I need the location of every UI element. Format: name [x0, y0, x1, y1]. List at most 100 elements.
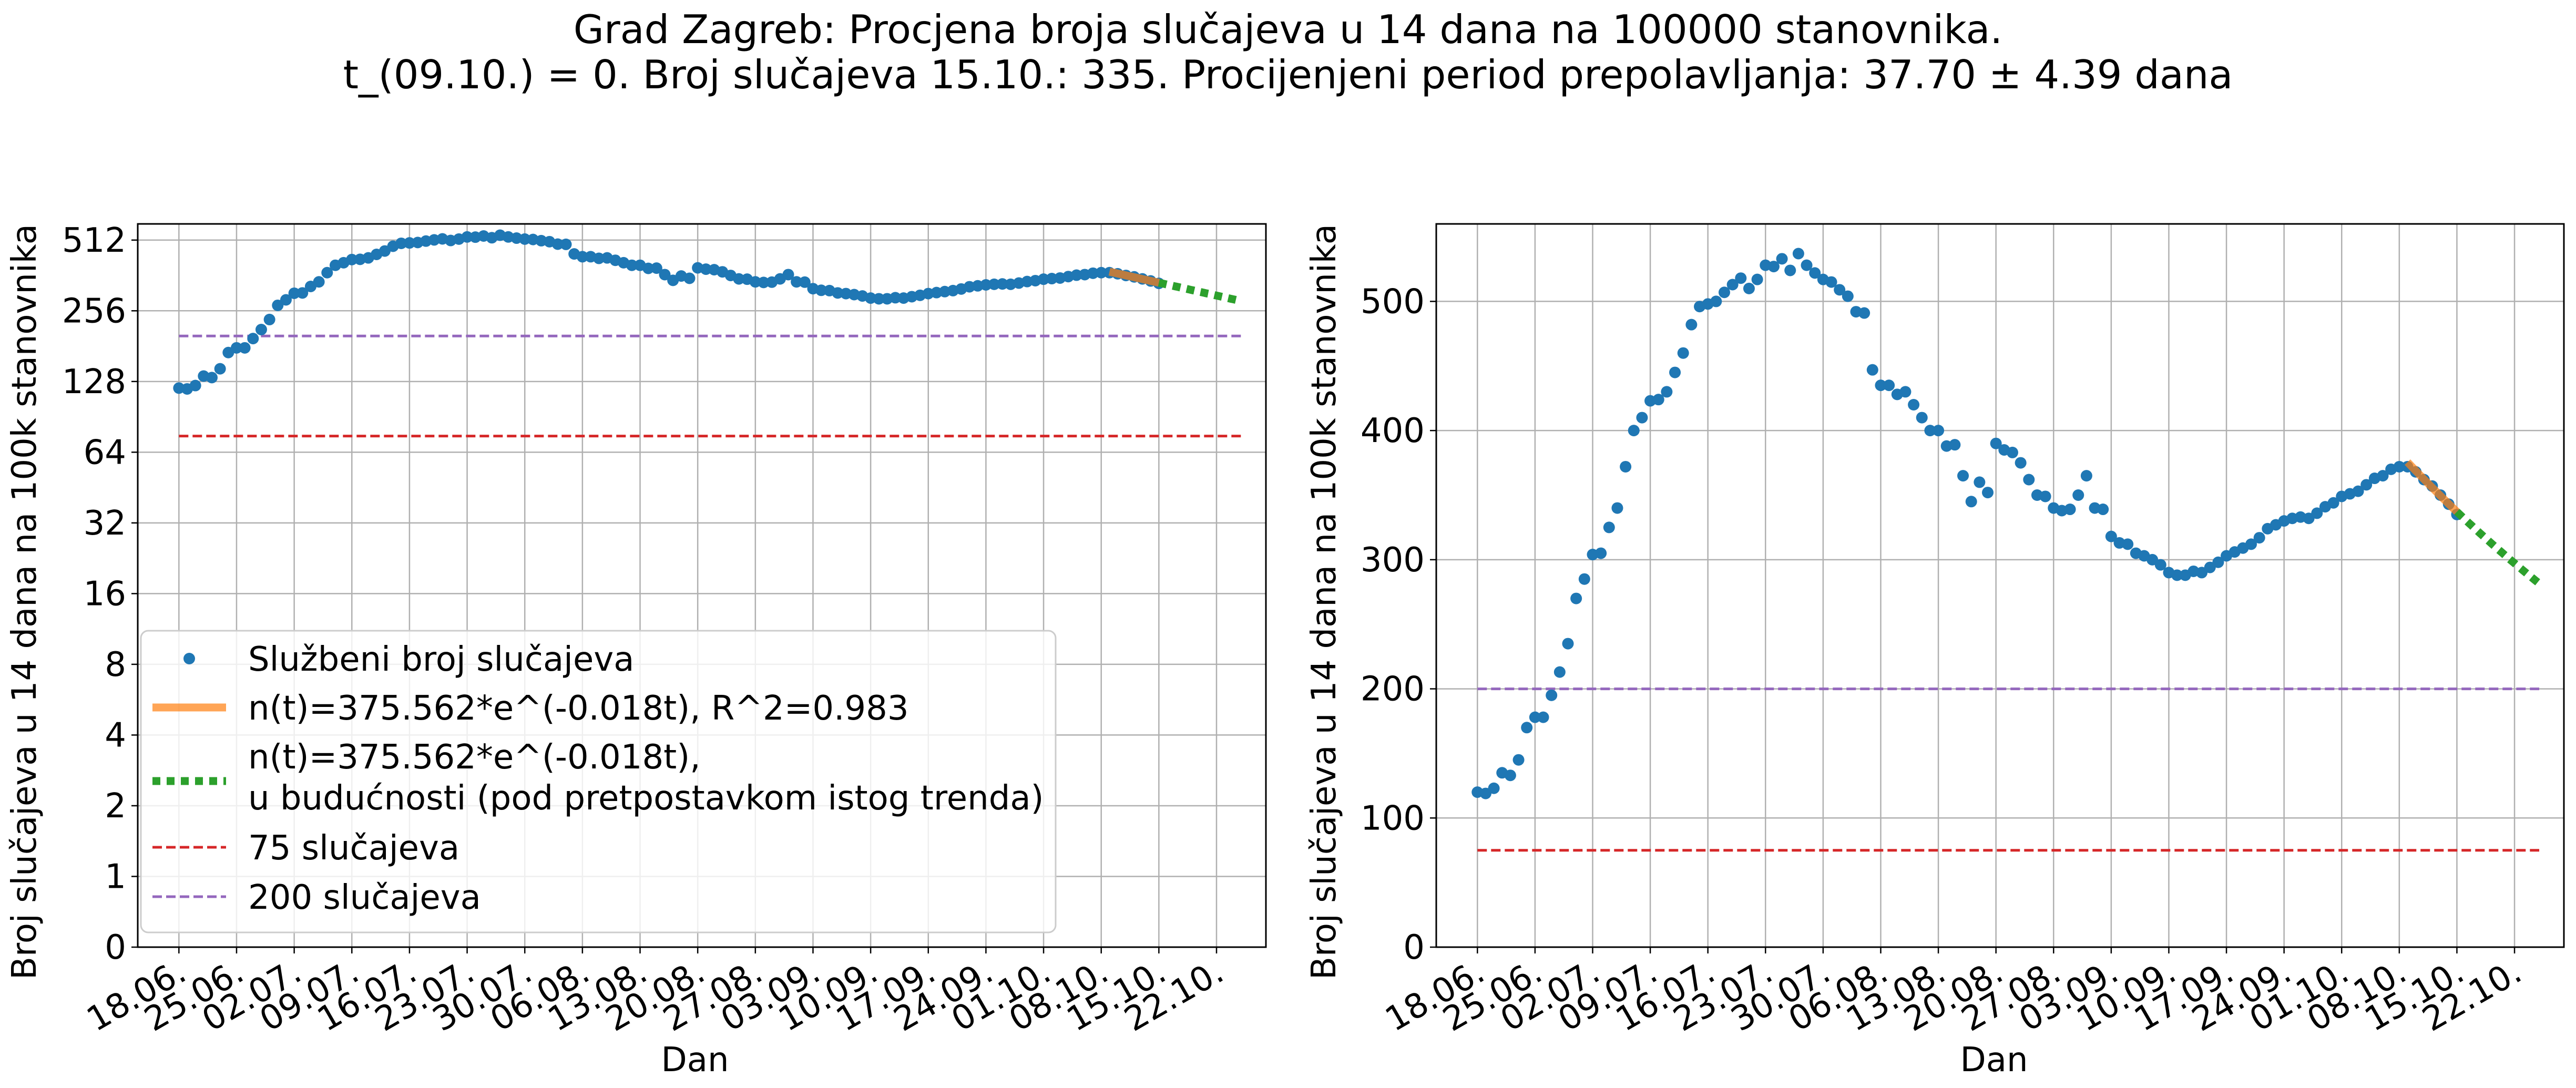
figure-title-line1: Grad Zagreb: Procjena broja slučajeva u …: [574, 6, 2003, 53]
right-observed-point: [1512, 754, 1525, 766]
right-observed-point: [1982, 487, 1994, 499]
left-observed-point: [758, 276, 770, 289]
right-observed-point: [2196, 567, 2208, 579]
left-observed-point: [1070, 269, 1082, 281]
right-observed-point: [2327, 497, 2339, 509]
right-observed-point: [1767, 261, 1780, 273]
right-observed-point: [1628, 425, 1640, 437]
left-observed-point: [700, 263, 712, 275]
left-observed-point: [560, 238, 572, 250]
left-observed-points: [173, 229, 1165, 395]
left-observed-point: [988, 278, 1000, 290]
right-y-tick-label: 400: [1361, 412, 1425, 450]
right-observed-point: [1809, 267, 1821, 279]
right-chart-xlabel: Dan: [1960, 1041, 2028, 1080]
legend-label-observed: Službeni broj slučajeva: [248, 640, 634, 679]
left-observed-point: [650, 262, 662, 274]
right-chart-panel: Broj slučajeva u 14 dana na 100k stanovn…: [1305, 223, 2565, 1080]
right-observed-point: [2006, 446, 2018, 458]
chart-legend: Službeni broj slučajeva n(t)=375.562*e^(…: [140, 630, 1057, 933]
right-observed-point: [1751, 273, 1763, 285]
right-observed-point: [2097, 504, 2109, 516]
right-observed-point: [1603, 521, 1615, 533]
right-observed-point: [1553, 666, 1566, 678]
right-observed-point: [1611, 502, 1623, 514]
left-observed-point: [272, 299, 284, 311]
left-observed-point: [189, 379, 201, 392]
legend-frame: [140, 630, 1057, 933]
right-observed-point: [1924, 425, 1936, 437]
right-observed-point: [1784, 264, 1796, 276]
right-observed-point: [2303, 512, 2315, 525]
right-observed-point: [1578, 573, 1590, 585]
right-observed-point: [2360, 479, 2373, 491]
right-observed-point: [1735, 272, 1747, 284]
left-forecast-line: [1158, 279, 1242, 305]
right-observed-point: [1776, 253, 1788, 265]
right-observed-point: [2080, 470, 2092, 482]
right-observed-point: [2171, 569, 2183, 581]
right-observed-point: [2311, 507, 2323, 519]
right-observed-point: [1842, 290, 1854, 302]
left-observed-point: [873, 293, 885, 305]
left-observed-point: [263, 313, 275, 325]
right-observed-point: [1595, 547, 1607, 559]
right-observed-point: [1792, 248, 1804, 260]
left-observed-point: [996, 278, 1008, 290]
right-observed-point: [1661, 386, 1673, 398]
left-observed-point: [214, 363, 226, 375]
left-observed-point: [1087, 267, 1099, 279]
right-grid: [1430, 224, 2564, 953]
right-observed-point: [1677, 347, 1689, 359]
left-observed-point: [832, 287, 844, 299]
legend-label-forecast-line2: u budućnosti (pod pretpostavkom istog tr…: [248, 779, 1044, 818]
right-observed-point: [2253, 532, 2265, 544]
right-observed-point: [1529, 711, 1541, 723]
left-chart-ylabel: Broj slučajeva u 14 dana na 100k stanovn…: [5, 224, 44, 980]
right-observed-point: [1636, 412, 1648, 424]
left-observed-point: [297, 287, 309, 299]
left-y-tick-label: 16: [84, 574, 126, 613]
right-observed-point: [1488, 782, 1500, 794]
right-observed-point: [1933, 425, 1945, 437]
right-y-tick-label: 500: [1361, 282, 1425, 321]
right-fit-line: [2405, 459, 2460, 515]
right-observed-point: [1562, 638, 1574, 650]
right-observed-point: [2377, 470, 2389, 482]
right-observed-point: [1652, 394, 1664, 406]
figure-title-line2: t_(09.10.) = 0. Broj slučajeva 15.10.: 3…: [343, 52, 2233, 98]
left-observed-point: [206, 372, 218, 384]
left-y-tick-label: 128: [62, 363, 126, 402]
right-observed-point: [2122, 538, 2134, 550]
right-observed-points: [1471, 248, 2463, 799]
right-observed-point: [1908, 399, 1920, 410]
right-y-tick-label: 300: [1361, 541, 1425, 580]
right-observed-point: [1570, 592, 1582, 604]
right-observed-point: [1825, 276, 1837, 288]
legend-label-fit: n(t)=375.562*e^(-0.018t), R^2=0.983: [248, 689, 909, 728]
left-observed-point: [890, 292, 902, 304]
left-observed-point: [683, 272, 696, 284]
left-y-tick-label: 64: [84, 433, 126, 472]
left-observed-point: [288, 287, 300, 299]
left-y-tick-label: 4: [105, 716, 126, 755]
legend-label-threshold-75: 75 slučajeva: [248, 829, 459, 868]
right-observed-point: [1974, 476, 1986, 488]
legend-marker-observed: [183, 653, 195, 664]
right-observed-point: [1957, 470, 1969, 482]
right-observed-point: [2352, 485, 2364, 497]
left-observed-point: [626, 259, 638, 271]
left-observed-point: [230, 342, 242, 354]
right-observed-point: [1479, 787, 1491, 799]
left-observed-point: [782, 269, 794, 281]
right-observed-point: [2154, 559, 2166, 571]
left-observed-point: [313, 276, 325, 288]
right-observed-point: [1834, 284, 1846, 296]
left-observed-point: [799, 276, 811, 288]
right-observed-point: [1801, 259, 1813, 271]
left-fit-line: [1108, 268, 1160, 287]
right-observed-point: [2015, 457, 2027, 469]
right-observed-point: [1866, 364, 1878, 376]
left-y-tick-label: 1: [105, 857, 126, 896]
